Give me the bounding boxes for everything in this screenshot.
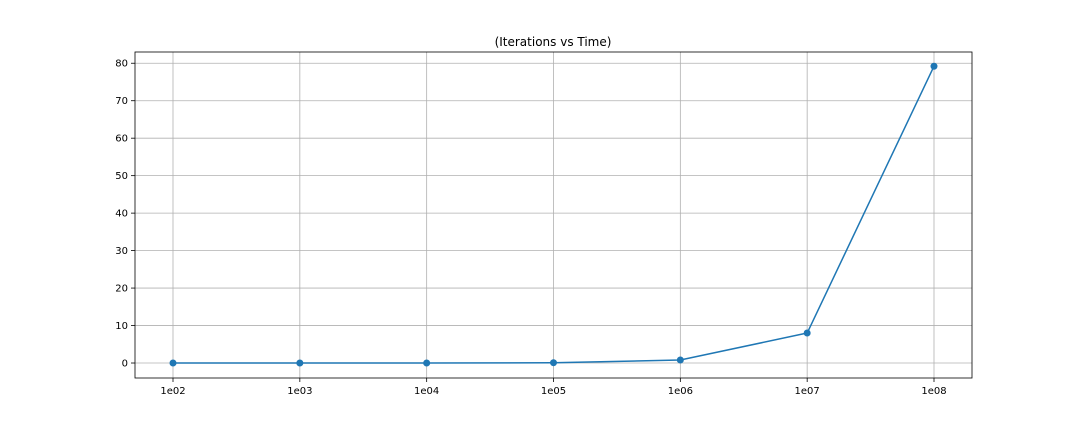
plot-frame [134, 51, 973, 379]
grid-layer [135, 52, 972, 378]
y-tick-label: 0 [122, 359, 128, 370]
data-point [676, 356, 684, 364]
y-tick-label: 20 [115, 284, 128, 295]
labels-layer: 1e02 1e03 1e04 1e05 1e06 1e07 1e08 0 10 20 30 40 50 6… [115, 59, 946, 397]
data-point [930, 62, 938, 70]
y-tick-label: 50 [115, 171, 128, 182]
chart-title: (Iterations vs Time) [495, 35, 612, 49]
x-tick-label: 1e08 [921, 386, 946, 397]
y-tick-label: 60 [115, 134, 128, 145]
x-tick-label: 1e05 [541, 386, 566, 397]
y-tick-label: 70 [115, 96, 128, 107]
y-tick-label: 40 [115, 209, 128, 220]
data-point [803, 329, 811, 337]
y-tick-label: 10 [115, 321, 128, 332]
x-tick-label: 1e02 [160, 386, 185, 397]
x-tick-label: 1e04 [414, 386, 439, 397]
data-point [550, 359, 557, 367]
axes-layer [131, 51, 973, 382]
x-tick-label: 1e03 [287, 386, 312, 397]
y-tick-label: 80 [115, 59, 128, 70]
data-point [169, 359, 177, 367]
data-point [423, 359, 431, 367]
y-tick-label: 30 [115, 246, 128, 257]
data-point [296, 359, 304, 367]
x-tick-label: 1e07 [795, 386, 820, 397]
x-tick-label: 1e06 [668, 386, 693, 397]
series-layer [169, 62, 938, 367]
